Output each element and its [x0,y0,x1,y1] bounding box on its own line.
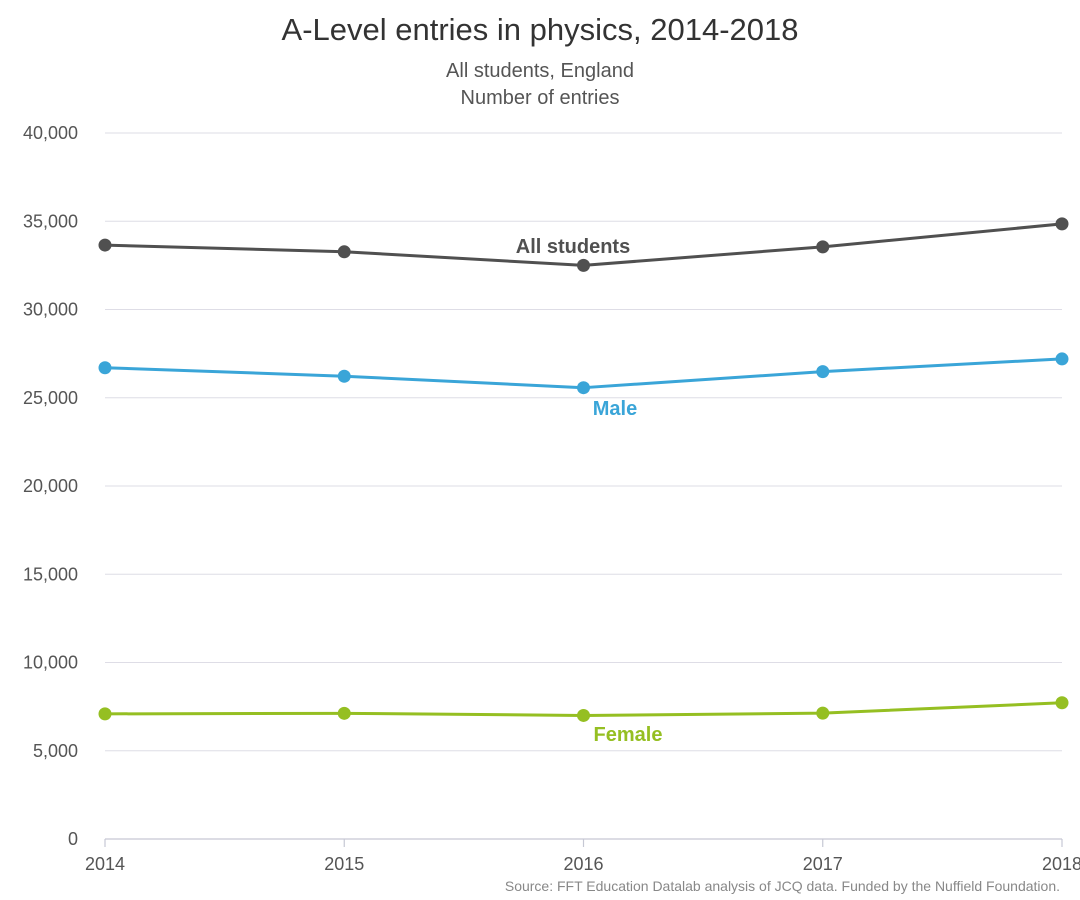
y-tick-label: 5,000 [33,741,78,761]
y-tick-label: 10,000 [23,653,78,673]
series-lines [98,217,1069,722]
x-axis-tick-labels: 2014 2015 2016 2017 2018 [85,839,1080,874]
y-tick-label: 25,000 [23,388,78,408]
y-tick-label: 15,000 [23,564,78,584]
data-point-all-students [337,245,351,259]
chart-subtitle-line-2: Number of entries [460,87,620,109]
x-tick-label: 2015 [324,854,364,874]
data-point-male [337,369,351,383]
y-tick-label: 40,000 [23,123,78,143]
data-point-male [577,381,590,395]
x-tick-label: 2018 [1042,854,1080,874]
data-point-all-students [577,258,590,272]
data-point-female [337,706,351,720]
series-labels: All students Male Female [516,236,663,746]
x-tick-label: 2014 [85,854,125,874]
data-point-female [1055,696,1069,710]
chart-title: A-Level entries in physics, 2014-2018 [281,12,799,47]
data-point-all-students [1055,217,1069,231]
y-axis-tick-labels: 0 5,000 10,000 15,000 20,000 25,000 30,000 35,0… [23,123,78,849]
data-point-male [98,361,112,375]
data-point-female [816,706,830,720]
data-point-female [577,708,590,722]
x-tick-label: 2017 [803,854,843,874]
data-point-all-students [816,240,830,254]
series-label-all-students: All students [516,236,630,258]
data-point-all-students [98,238,112,252]
y-tick-label: 20,000 [23,476,78,496]
y-tick-label: 35,000 [23,211,78,231]
y-tick-label: 30,000 [23,300,78,320]
data-point-female [98,707,112,721]
series-label-male: Male [593,398,637,420]
source-note: Source: FFT Education Datalab analysis o… [505,878,1060,894]
series-label-female: Female [594,724,663,746]
gridlines [105,132,1062,752]
x-tick-label: 2016 [563,854,603,874]
y-tick-label: 0 [68,829,78,849]
data-point-male [816,365,830,379]
chart-subtitle-line-1: All students, England [446,60,634,82]
data-point-male [1055,352,1069,366]
